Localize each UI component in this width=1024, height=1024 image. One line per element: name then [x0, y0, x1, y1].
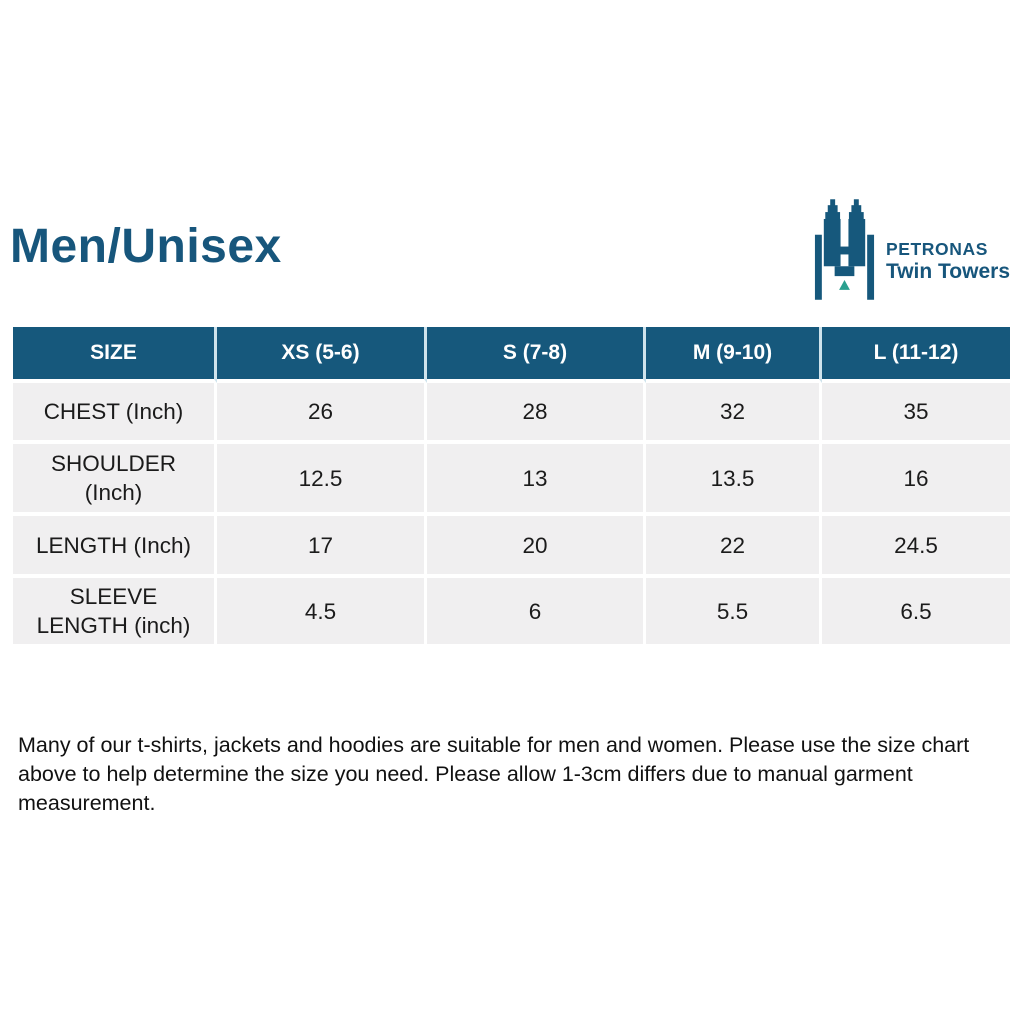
column-header-l: L (11-12)	[822, 327, 1010, 383]
size-value: 28	[427, 383, 646, 444]
table-row-chest: CHEST (Inch) 26 28 32 35	[13, 383, 1010, 444]
twin-towers-icon	[814, 199, 874, 300]
size-value: 20	[427, 516, 646, 578]
size-value: 17	[217, 516, 427, 578]
logo-brand-subtitle: Twin Towers	[885, 259, 1010, 283]
row-label: SLEEVE LENGTH (inch)	[13, 578, 217, 648]
table-row-sleeve-length: SLEEVE LENGTH (inch) 4.5 6 5.5 6.5	[13, 578, 1010, 648]
row-label: LENGTH (Inch)	[13, 516, 217, 578]
size-value: 6	[427, 578, 646, 648]
column-header-xs: XS (5-6)	[217, 327, 427, 383]
logo-brand-name: PETRONAS	[885, 239, 988, 259]
size-value: 6.5	[822, 578, 1010, 648]
size-value: 13.5	[646, 444, 822, 516]
size-value: 5.5	[646, 578, 822, 648]
table-row-length: LENGTH (Inch) 17 20 22 24.5	[13, 516, 1010, 578]
size-note: Many of our t-shirts, jackets and hoodie…	[18, 733, 970, 815]
size-value: 32	[646, 383, 822, 444]
size-table: SIZE XS (5-6) S (7-8) M (9-10) L (11-12)…	[13, 327, 1010, 648]
row-label: CHEST (Inch)	[13, 383, 217, 444]
size-table-header: SIZE XS (5-6) S (7-8) M (9-10) L (11-12)	[13, 327, 1010, 383]
size-value: 26	[217, 383, 427, 444]
size-value: 12.5	[217, 444, 427, 516]
size-value: 13	[427, 444, 646, 516]
page-title: Men/Unisex	[10, 220, 282, 273]
size-value: 35	[822, 383, 1010, 444]
size-value: 22	[646, 516, 822, 578]
column-header-m: M (9-10)	[646, 327, 822, 383]
size-value: 24.5	[822, 516, 1010, 578]
row-label: SHOULDER (Inch)	[13, 444, 217, 516]
size-value: 16	[822, 444, 1010, 516]
logo-text: PETRONAS Twin Towers	[885, 239, 1010, 283]
petronas-logo: PETRONAS Twin Towers	[811, 197, 1010, 304]
size-table-body: CHEST (Inch) 26 28 32 35 SHOULDER (Inch)…	[13, 383, 1010, 648]
size-value: 4.5	[217, 578, 427, 648]
header-row: SIZE XS (5-6) S (7-8) M (9-10) L (11-12)	[13, 327, 1010, 383]
column-header-s: S (7-8)	[427, 327, 646, 383]
table-row-shoulder: SHOULDER (Inch) 12.5 13 13.5 16	[13, 444, 1010, 516]
column-header-size: SIZE	[13, 327, 217, 383]
